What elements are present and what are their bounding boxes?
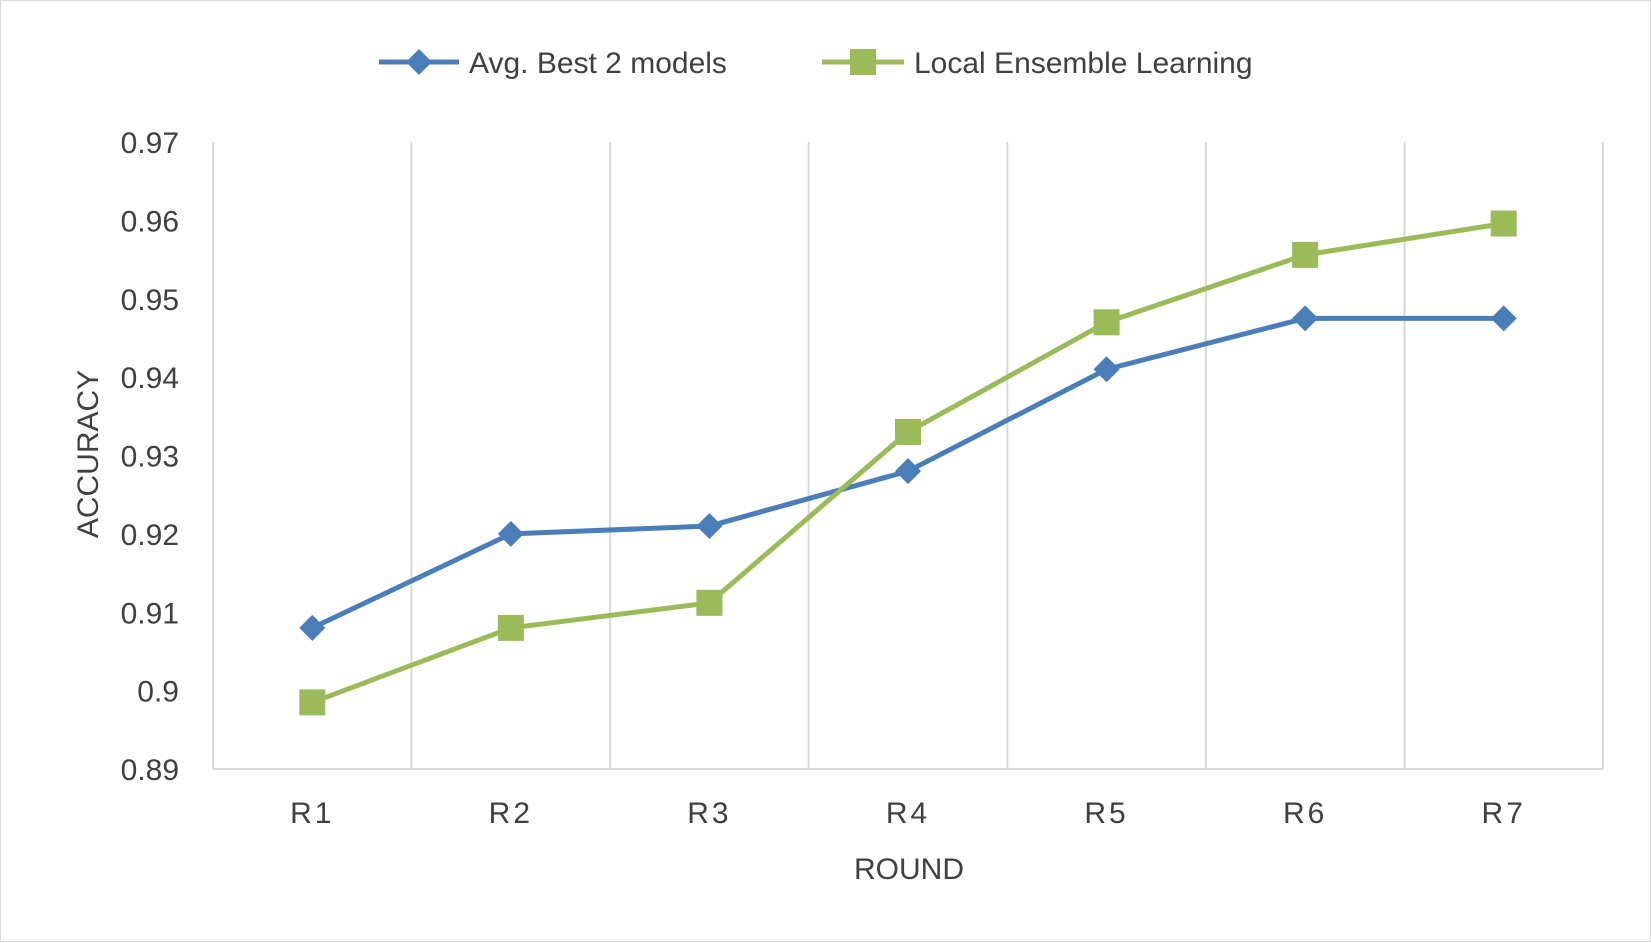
x-axis-title: ROUND [854, 853, 964, 886]
x-tick-label: R6 [1283, 797, 1327, 830]
data-point [1292, 241, 1319, 268]
y-tick-label: 0.96 [121, 205, 179, 238]
legend-label: Avg. Best 2 models [469, 47, 727, 80]
data-point [497, 614, 524, 641]
y-tick-label: 0.97 [121, 127, 179, 160]
data-point [696, 589, 723, 616]
data-point [895, 418, 921, 445]
y-tick-label: 0.95 [121, 284, 179, 317]
legend-item: Local Ensemble Learning [822, 47, 1253, 80]
legend-marker [406, 49, 432, 75]
series-lines [299, 210, 1517, 716]
y-tick-label: 0.89 [121, 754, 179, 787]
data-point [497, 520, 524, 547]
legend: Avg. Best 2 models Local Ensemble Learnin… [379, 47, 1253, 80]
x-tick-label: R7 [1482, 797, 1526, 830]
legend-item: Avg. Best 2 models [379, 47, 727, 80]
data-point [1490, 210, 1517, 237]
x-tick-label: R4 [886, 797, 930, 830]
y-axis-title: ACCURACY [72, 370, 105, 538]
data-point [1093, 356, 1120, 383]
data-point [299, 614, 326, 641]
data-point [299, 689, 326, 716]
x-tick-label: R1 [290, 797, 334, 830]
gridlines [212, 142, 1604, 770]
y-tick-label: 0.94 [121, 362, 179, 395]
data-point [895, 458, 921, 485]
legend-label: Local Ensemble Learning [914, 47, 1253, 80]
y-tick-label: 0.92 [121, 519, 179, 552]
data-point [1292, 305, 1319, 332]
y-tick-label: 0.93 [121, 441, 179, 474]
data-point [1490, 305, 1517, 332]
legend-marker [850, 49, 876, 75]
series-avg-best-2 [299, 305, 1517, 641]
x-tick-label: R2 [489, 797, 533, 830]
y-axis-ticks: 0.89 0.9 0.91 0.92 0.93 0.94 0.95 0.96 0.97 [121, 127, 179, 787]
y-tick-label: 0.9 [137, 676, 179, 709]
x-tick-label: R5 [1084, 797, 1128, 830]
data-point [1093, 309, 1120, 336]
x-tick-label: R3 [687, 797, 731, 830]
data-point [696, 513, 723, 540]
series-local-ensemble [299, 210, 1517, 716]
x-axis-ticks: R1 R2 R3 R4 R5 R6 R7 [290, 797, 1526, 830]
y-tick-label: 0.91 [121, 597, 179, 630]
